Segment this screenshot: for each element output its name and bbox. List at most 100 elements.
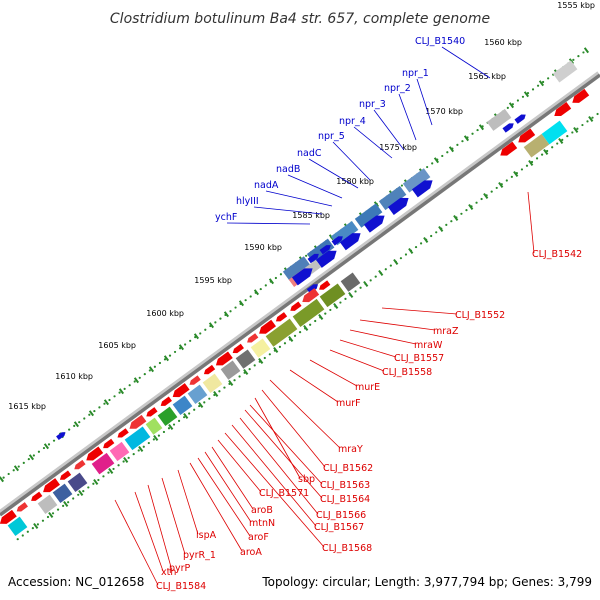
kbp-tick-label: 1595 kbp <box>194 276 232 285</box>
ring-tick <box>258 357 264 364</box>
ring-dot <box>152 438 155 441</box>
gene-arrows <box>0 88 590 524</box>
ring-dot <box>471 132 474 135</box>
reverse-leader-line <box>239 417 319 515</box>
reverse-feature-block <box>220 360 241 380</box>
reverse-feature-block <box>67 472 88 492</box>
ring-dot <box>31 526 34 530</box>
ring-dot <box>12 469 15 472</box>
ring-dot <box>329 308 332 312</box>
ring-tick <box>153 434 159 441</box>
ring-dot <box>148 369 151 372</box>
reverse-feature-block <box>109 441 130 462</box>
ring-dot <box>2 476 5 479</box>
ring-dot <box>505 179 508 182</box>
forward-gene-arrow <box>56 432 66 441</box>
feature-blocks <box>7 60 578 536</box>
ring-tick <box>453 214 459 221</box>
backbone-line <box>0 73 600 517</box>
ring-tick <box>198 401 204 408</box>
reverse-leader-line <box>249 404 323 485</box>
ring-tick <box>88 410 95 417</box>
ring-dot <box>117 464 120 467</box>
ring-dot <box>147 441 150 445</box>
reverse-gene-label: CLJ_B1562 <box>323 463 373 474</box>
reverse-gene-arrow <box>189 375 201 385</box>
ring-dot <box>244 299 247 302</box>
reverse-gene-arrow <box>319 280 331 290</box>
ring-tick <box>543 148 549 155</box>
reverse-gene-label: mraZ <box>433 326 459 337</box>
reverse-gene-label: CLJ_B1564 <box>320 494 370 505</box>
ring-dot <box>274 276 277 280</box>
ring-dot <box>480 197 483 201</box>
ring-dot <box>535 157 539 160</box>
kbp-tick-label: 1610 kbp <box>55 372 93 381</box>
kbp-tick-label: 1600 kbp <box>146 309 184 318</box>
genome-backbone <box>0 71 600 517</box>
ring-tick <box>318 313 324 320</box>
ring-dot <box>122 460 125 463</box>
forward-feature-block <box>378 185 407 211</box>
ring-dot <box>249 295 252 298</box>
ring-tick <box>73 421 80 428</box>
forward-gene-label: ychF <box>215 212 237 223</box>
forward-leader-line <box>416 78 433 126</box>
forward-gene-label: nadA <box>254 180 279 191</box>
forward-leader-line <box>308 158 359 189</box>
reverse-feature-block <box>157 406 178 426</box>
reverse-leader-line <box>349 329 417 345</box>
forward-gene-label: npr_5 <box>318 131 345 142</box>
reverse-gene-arrow <box>500 141 518 156</box>
ring-dot <box>278 345 282 349</box>
ring-tick <box>253 289 260 296</box>
ring-dot <box>542 80 545 84</box>
ring-dot <box>279 273 283 276</box>
kbp-tick-label: 1555 kbp <box>557 1 595 10</box>
reverse-gene-label: CLJ_B1568 <box>322 543 372 554</box>
ring-dot <box>445 223 448 226</box>
reverse-gene-label: mtnN <box>249 518 275 529</box>
ring-dot <box>52 439 56 442</box>
forward-gene-arrow <box>306 284 319 294</box>
ring-dot <box>167 427 171 430</box>
ring-dot <box>521 95 525 98</box>
ring-tick <box>423 236 429 243</box>
ring-dot <box>431 162 434 165</box>
ring-dot <box>219 317 222 320</box>
ring-dot <box>354 290 357 293</box>
forward-feature-block <box>486 108 512 131</box>
forward-gene-label: CLJ_B1540 <box>415 36 465 47</box>
ring-tick <box>213 390 219 397</box>
reverse-leader-line <box>269 379 341 449</box>
ring-dot <box>88 413 91 416</box>
ring-dot <box>62 504 65 508</box>
ring-tick <box>223 311 230 318</box>
forward-gene-arrow <box>363 215 385 233</box>
reverse-leader-line <box>211 446 254 510</box>
ring-dot <box>490 190 493 193</box>
reverse-feature-block <box>7 516 28 536</box>
ring-tick <box>333 302 339 309</box>
ring-tick <box>123 456 129 463</box>
reverse-leader-line <box>339 339 397 358</box>
ring-dot <box>441 154 444 158</box>
ring-tick <box>433 157 440 164</box>
reverse-leader-line <box>161 477 186 555</box>
reverse-feature-block <box>523 133 550 158</box>
ring-tick <box>438 225 444 232</box>
forward-gene-label: nadB <box>276 164 300 175</box>
ring-dot <box>465 209 468 212</box>
ring-tick <box>288 335 294 342</box>
reverse-leader-line <box>177 469 199 535</box>
ring-tick <box>118 388 125 395</box>
ring-dot <box>526 92 530 95</box>
reverse-gene-label: mraW <box>414 340 443 351</box>
ring-dot <box>238 375 241 378</box>
ring-dot <box>536 84 540 87</box>
ring-dot <box>516 99 520 102</box>
forward-leader-line <box>353 126 393 159</box>
ring-dot <box>283 342 287 345</box>
ring-dot <box>399 257 403 260</box>
